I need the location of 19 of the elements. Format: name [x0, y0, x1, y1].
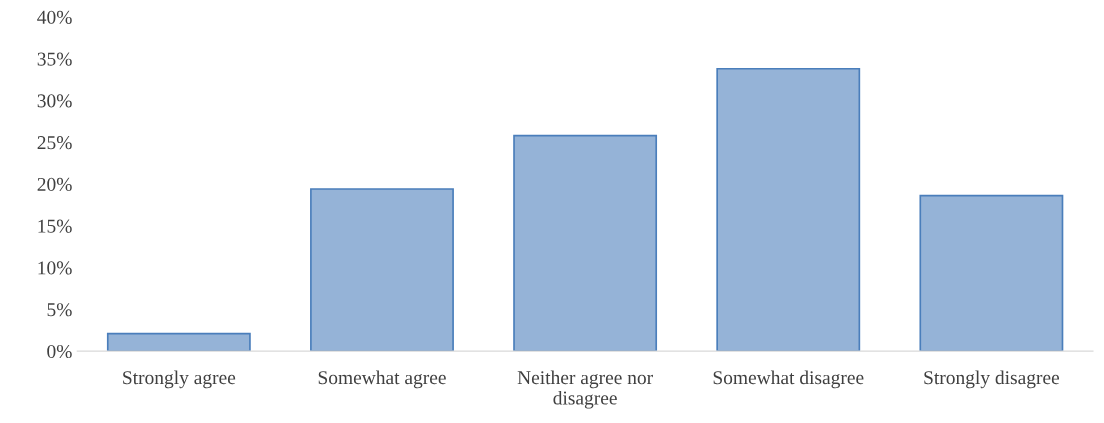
- y-tick-label: 5%: [47, 303, 72, 317]
- x-tick-label: Neither agree nor disagree: [517, 370, 653, 409]
- y-tick-label: 30%: [37, 94, 72, 108]
- x-tick-label: Strongly agree: [123, 370, 236, 389]
- bar: [106, 332, 251, 352]
- y-tick-label: 40%: [37, 10, 72, 24]
- bar: [919, 194, 1064, 352]
- x-tick-label: Somewhat disagree: [713, 370, 864, 389]
- y-tick-label: 25%: [37, 136, 72, 150]
- y-tick-label: 0%: [47, 344, 72, 359]
- x-tick-label: Strongly disagree: [924, 370, 1060, 389]
- bar: [310, 188, 454, 352]
- x-tick-label: Somewhat agree: [318, 370, 446, 389]
- y-tick-label: 20%: [37, 177, 72, 192]
- bar: [513, 134, 658, 352]
- y-tick-label: 15%: [38, 219, 72, 233]
- y-tick-label: 35%: [37, 52, 72, 66]
- bar: [716, 67, 861, 352]
- y-tick-label: 10%: [38, 261, 72, 275]
